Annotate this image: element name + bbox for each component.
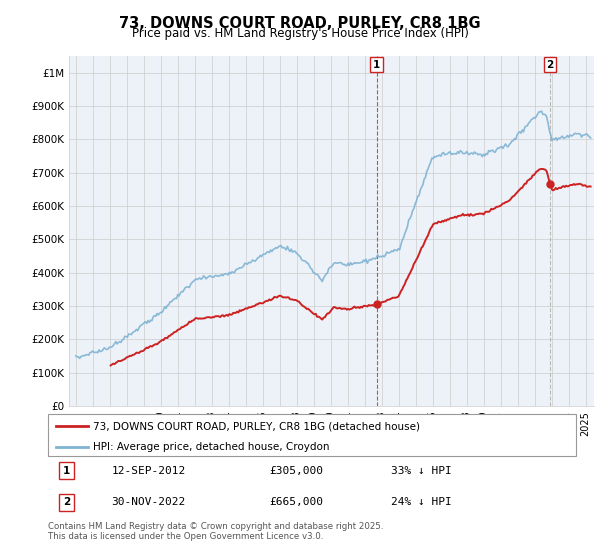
Text: 1: 1: [373, 60, 380, 70]
Text: HPI: Average price, detached house, Croydon: HPI: Average price, detached house, Croy…: [93, 442, 329, 452]
Point: [545, 180, 555, 189]
Text: 1: 1: [63, 466, 70, 476]
Text: 24% ↓ HPI: 24% ↓ HPI: [391, 497, 452, 507]
Text: 73, DOWNS COURT ROAD, PURLEY, CR8 1BG (detached house): 73, DOWNS COURT ROAD, PURLEY, CR8 1BG (d…: [93, 421, 420, 431]
Text: 73, DOWNS COURT ROAD, PURLEY, CR8 1BG: 73, DOWNS COURT ROAD, PURLEY, CR8 1BG: [119, 16, 481, 31]
Text: 12-SEP-2012: 12-SEP-2012: [112, 466, 185, 476]
Text: £305,000: £305,000: [270, 466, 324, 476]
Text: Contains HM Land Registry data © Crown copyright and database right 2025.
This d: Contains HM Land Registry data © Crown c…: [48, 522, 383, 542]
Text: 2: 2: [63, 497, 70, 507]
Text: £665,000: £665,000: [270, 497, 324, 507]
Text: 33% ↓ HPI: 33% ↓ HPI: [391, 466, 452, 476]
Text: 30-NOV-2022: 30-NOV-2022: [112, 497, 185, 507]
Point: [372, 300, 382, 309]
Text: 2: 2: [547, 60, 554, 70]
Text: Price paid vs. HM Land Registry's House Price Index (HPI): Price paid vs. HM Land Registry's House …: [131, 27, 469, 40]
